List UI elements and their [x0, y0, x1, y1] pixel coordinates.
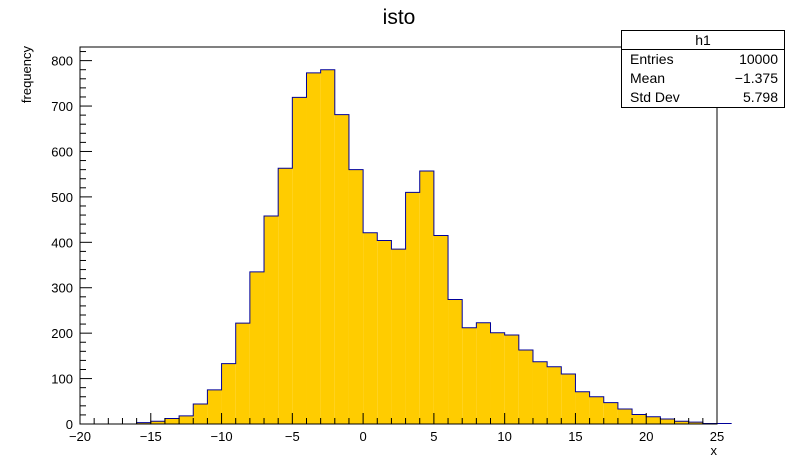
histogram-bar	[377, 240, 391, 424]
stats-row-stddev: Std Dev 5.798	[622, 88, 784, 107]
x-tick-label: 25	[710, 429, 724, 444]
histogram-bar	[448, 300, 462, 424]
histogram-bar	[533, 362, 547, 424]
stats-label: Std Dev	[630, 88, 680, 107]
histogram-bar	[236, 323, 250, 424]
stats-label: Entries	[630, 50, 674, 69]
y-tick-label: 500	[51, 190, 73, 205]
histogram-bar	[462, 328, 476, 424]
histogram-bar	[632, 414, 646, 424]
histogram-bar	[406, 192, 420, 424]
stats-value: −1.375	[735, 69, 778, 88]
histogram-bar	[618, 409, 632, 424]
histogram-bars	[137, 70, 732, 424]
y-tick-label: 0	[66, 417, 73, 432]
histogram-bar	[519, 350, 533, 424]
y-axis-label: frequency	[19, 46, 34, 104]
stats-box: h1 Entries 10000 Mean −1.375 Std Dev 5.7…	[621, 30, 785, 108]
y-tick-label: 600	[51, 144, 73, 159]
histogram-bar	[646, 417, 660, 424]
y-tick-label: 400	[51, 235, 73, 250]
x-axis-label: x	[711, 443, 718, 458]
x-tick-label: 0	[359, 429, 366, 444]
histogram-bar	[420, 171, 434, 424]
histogram-bar	[335, 115, 349, 424]
stats-label: Mean	[630, 69, 665, 88]
histogram-bar	[660, 419, 674, 424]
histogram-bar	[391, 249, 405, 424]
histogram-bar	[250, 272, 264, 424]
x-tick-label: 15	[568, 429, 582, 444]
histogram-bar	[165, 419, 179, 424]
histogram-bar	[476, 323, 490, 424]
x-tick-label: 10	[497, 429, 511, 444]
histogram-bar	[575, 392, 589, 424]
y-tick-label: 100	[51, 372, 73, 387]
x-tick-label: 20	[639, 429, 653, 444]
x-tick-label: −15	[140, 429, 162, 444]
histogram-bar	[547, 367, 561, 424]
stats-value: 10000	[739, 50, 778, 69]
histogram-bar	[505, 335, 519, 424]
histogram-bar	[179, 416, 193, 424]
histogram-bar	[321, 70, 335, 424]
histogram-bar	[264, 216, 278, 424]
histogram-bar	[491, 333, 505, 424]
histogram-bar	[349, 170, 363, 424]
stats-value: 5.798	[743, 88, 778, 107]
stats-row-entries: Entries 10000	[622, 50, 784, 69]
y-tick-label: 300	[51, 281, 73, 296]
histogram-bar	[434, 236, 448, 425]
histogram-bar	[306, 73, 320, 424]
x-tick-label: −5	[285, 429, 300, 444]
y-tick-label: 700	[51, 99, 73, 114]
histogram-bar	[363, 233, 377, 424]
y-axis-ticks: 0 100 200 300 400 500 600 700 800	[51, 52, 92, 432]
chart-title: isto	[0, 6, 798, 30]
y-tick-label: 800	[51, 54, 73, 69]
histogram-bar	[207, 390, 221, 424]
histogram-bar	[561, 374, 575, 424]
histogram-bar	[604, 403, 618, 424]
histogram-bar	[278, 168, 292, 424]
stats-row-mean: Mean −1.375	[622, 69, 784, 88]
histogram-bar	[193, 404, 207, 424]
y-tick-label: 200	[51, 326, 73, 341]
stats-histogram-name: h1	[622, 31, 784, 50]
histogram-bar	[222, 364, 236, 424]
x-tick-label: 5	[430, 429, 437, 444]
histogram-bar	[590, 397, 604, 424]
histogram-bar	[292, 97, 306, 424]
x-tick-label: −10	[211, 429, 233, 444]
